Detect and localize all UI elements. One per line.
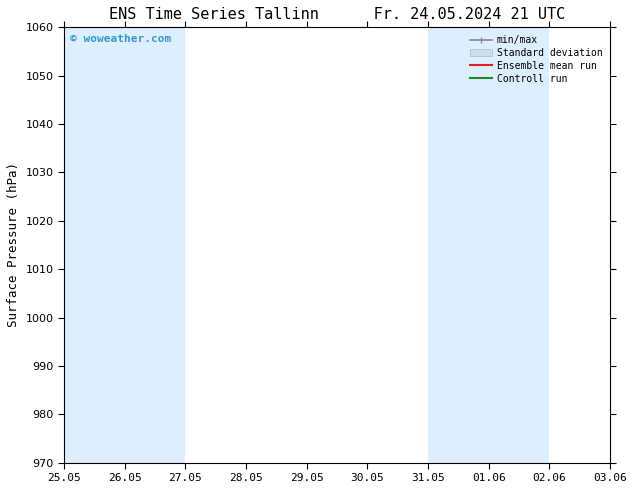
Bar [428, 27, 550, 463]
Title: ENS Time Series Tallinn      Fr. 24.05.2024 21 UTC: ENS Time Series Tallinn Fr. 24.05.2024 2… [109, 7, 566, 22]
Legend: min/max, Standard deviation, Ensemble mean run, Controll run: min/max, Standard deviation, Ensemble me… [467, 32, 605, 87]
Bar [64, 27, 185, 463]
Bar [610, 27, 634, 463]
Text: © woweather.com: © woweather.com [70, 34, 171, 44]
Y-axis label: Surface Pressure (hPa): Surface Pressure (hPa) [7, 163, 20, 327]
